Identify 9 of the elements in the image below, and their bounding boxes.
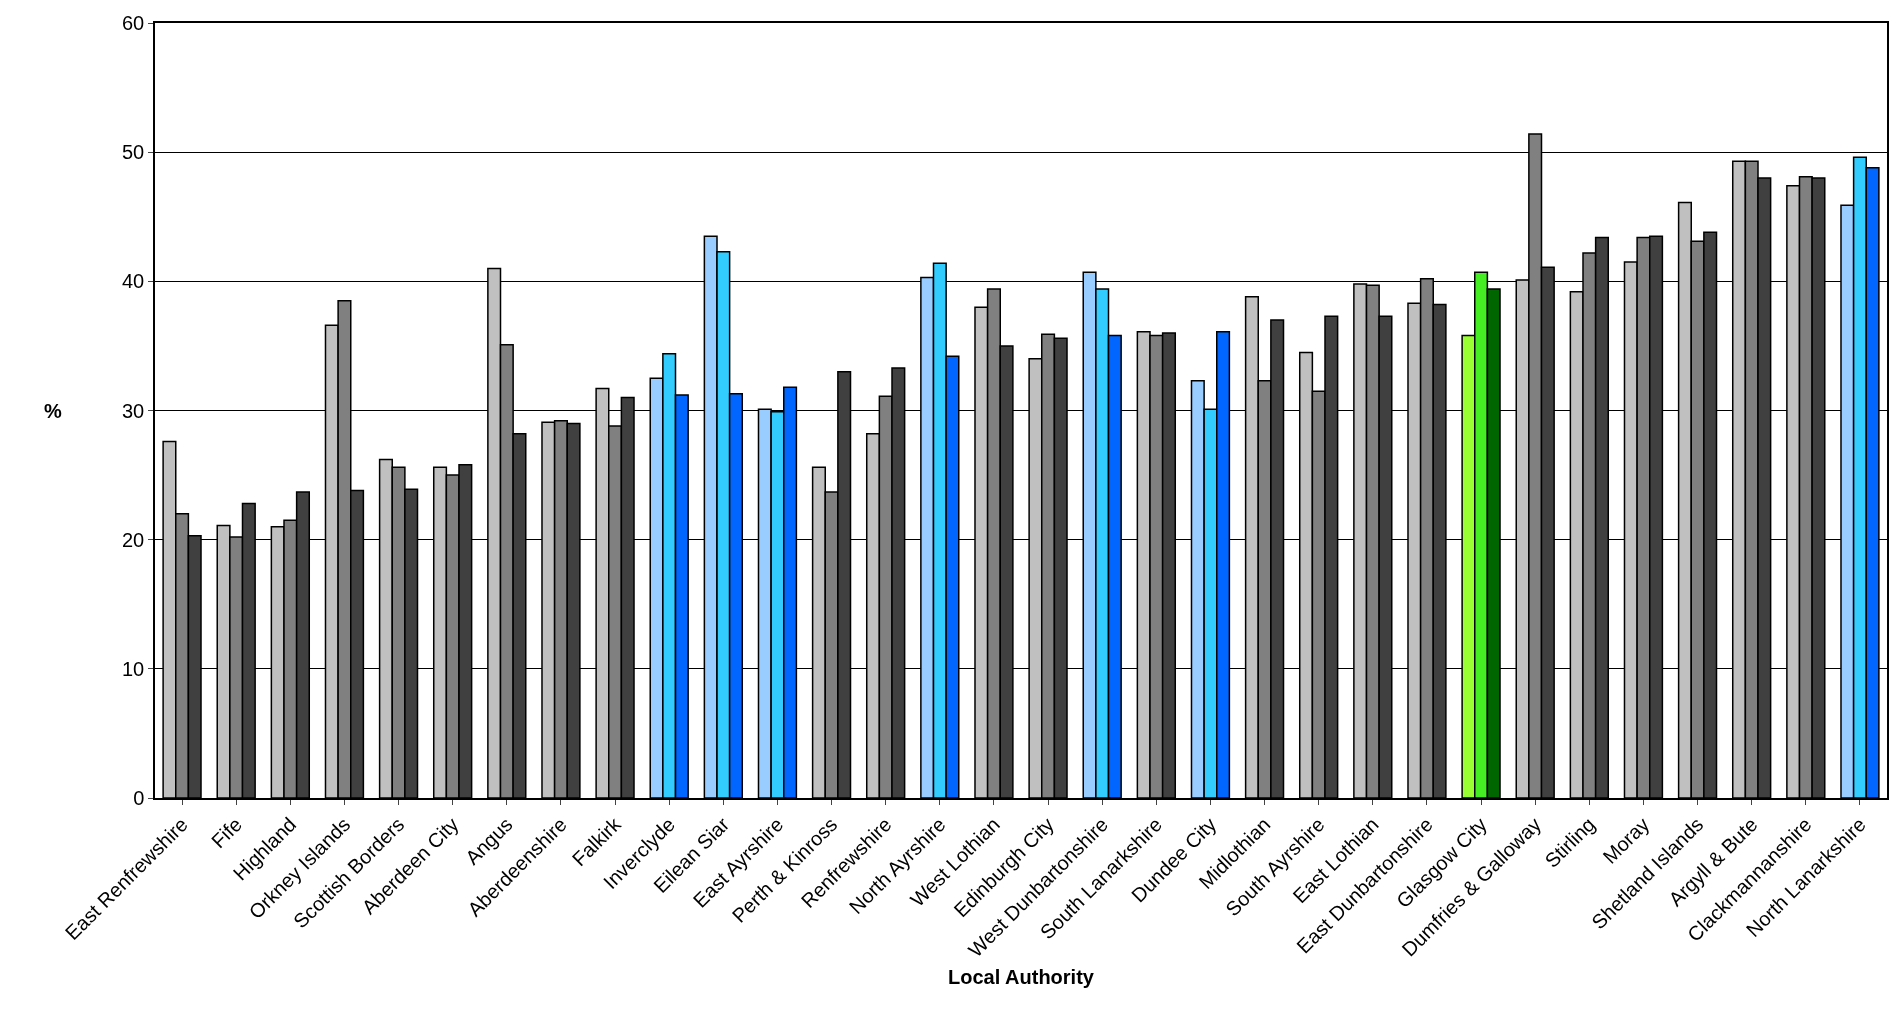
y-tick-label: 40 bbox=[122, 270, 145, 293]
y-tick-label: 60 bbox=[122, 12, 145, 34]
y-tick-label: 50 bbox=[122, 141, 145, 164]
y-tick-label: 20 bbox=[122, 528, 145, 551]
x-axis-title: Local Authority bbox=[948, 966, 1095, 989]
y-tick-label: 10 bbox=[122, 657, 145, 680]
y-axis-title: % bbox=[44, 400, 62, 422]
y-tick-label: 0 bbox=[133, 787, 145, 809]
y-tick-label: 30 bbox=[122, 399, 145, 422]
